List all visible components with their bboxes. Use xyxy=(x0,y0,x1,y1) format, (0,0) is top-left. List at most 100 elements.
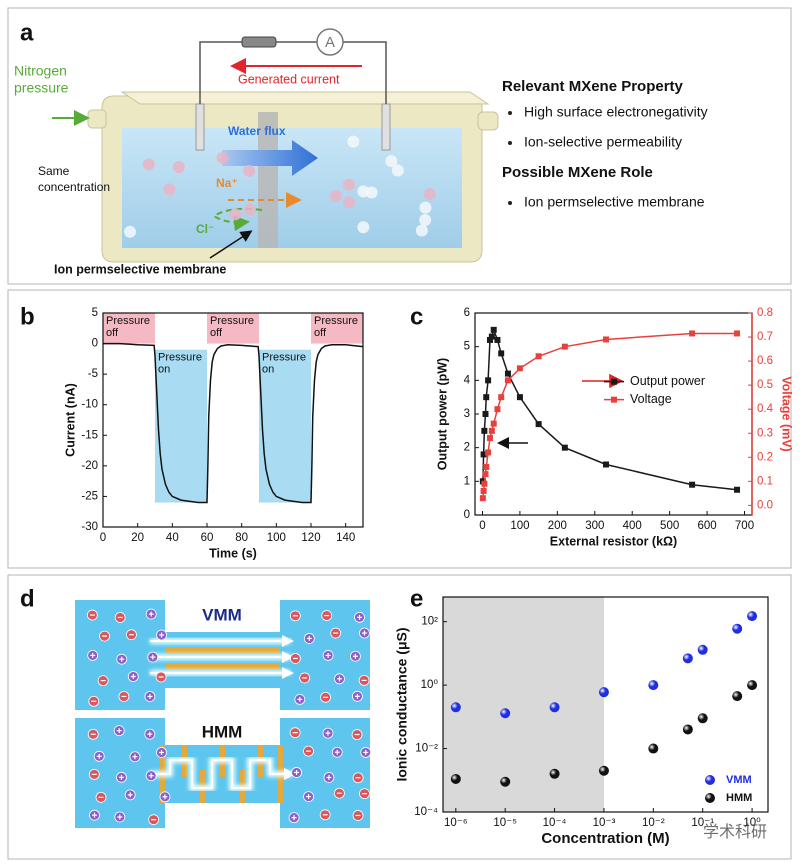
x-tick-label: 10⁻² xyxy=(642,817,665,829)
nitrogen-label: Nitrogen xyxy=(14,63,67,79)
y2-tick-label: 0.0 xyxy=(757,499,773,511)
property-heading: Relevant MXene Property xyxy=(502,78,684,95)
region-label: Pressure xyxy=(106,315,150,327)
y2-axis-label: Voltage (mV) xyxy=(780,376,794,451)
data-line xyxy=(482,327,738,491)
data-point xyxy=(480,487,487,494)
y2-tick-label: 0.1 xyxy=(757,475,773,487)
data-point xyxy=(486,336,493,343)
data-point xyxy=(494,336,501,343)
data-point xyxy=(488,333,495,340)
x-axis-label: External resistor (kΩ) xyxy=(550,534,677,548)
bullet xyxy=(508,201,512,205)
data-point xyxy=(450,773,461,784)
panel-label: c xyxy=(410,303,423,330)
data-point xyxy=(498,350,505,357)
bullet xyxy=(508,141,512,145)
wire xyxy=(199,41,387,104)
x-axis-label: Time (s) xyxy=(209,546,257,560)
data-point xyxy=(732,623,743,634)
ions xyxy=(86,608,372,826)
data-point xyxy=(516,365,523,372)
x-tick-label: 120 xyxy=(301,532,320,544)
x-tick-label: 10⁻⁵ xyxy=(493,817,517,829)
data-point xyxy=(450,702,461,713)
y2-tick-label: 0.6 xyxy=(757,355,773,367)
legend-label: VMM xyxy=(726,774,752,786)
y-tick-label: -10 xyxy=(81,399,98,411)
x-tick-label: 600 xyxy=(697,520,716,532)
nanosheet xyxy=(165,648,280,653)
x-tick-label: 80 xyxy=(235,532,248,544)
region-label: Pressure xyxy=(262,352,306,364)
y2-tick-label: 0.2 xyxy=(757,451,773,463)
y-tick-label: -25 xyxy=(81,490,98,502)
sodium-label: Na⁺ xyxy=(216,176,238,190)
plot-frame xyxy=(102,312,364,528)
role: Ion permselective membrane xyxy=(524,194,705,210)
y-tick-label: 5 xyxy=(92,307,98,319)
data-point xyxy=(689,330,696,337)
y-tick-label: 10⁻⁴ xyxy=(414,806,438,818)
x-tick-label: 10⁰ xyxy=(743,817,761,829)
ion xyxy=(419,213,432,226)
ion xyxy=(330,190,343,203)
x-tick-label: 40 xyxy=(166,532,179,544)
y-tick-label: 2 xyxy=(464,442,470,454)
x-tick-label: 0 xyxy=(100,532,106,544)
ammeter-label: A xyxy=(325,34,335,51)
y-tick-label: 0 xyxy=(92,338,98,350)
chloride-label: Cl⁻ xyxy=(196,222,214,236)
y-tick-label: 0 xyxy=(464,509,470,521)
ion-path xyxy=(150,635,294,679)
x-tick-label: 200 xyxy=(548,520,567,532)
water-flux-label: Water flux xyxy=(228,124,286,138)
panel-label: d xyxy=(20,585,35,612)
hmm-label: HMM xyxy=(202,722,243,741)
y-tick-label: 10⁻² xyxy=(415,743,438,755)
x-tick-label: 300 xyxy=(585,520,604,532)
y-tick-label: -20 xyxy=(81,460,98,472)
x-tick-label: 10⁻³ xyxy=(593,817,616,829)
ion xyxy=(243,203,256,216)
ion xyxy=(365,186,378,199)
y2-tick-label: 0.3 xyxy=(757,427,773,439)
data-point xyxy=(734,330,741,337)
data-point xyxy=(485,377,492,384)
data-point xyxy=(485,449,492,456)
y-axis-label: Current (nA) xyxy=(63,383,77,457)
membrane xyxy=(258,112,278,248)
ion xyxy=(419,201,432,214)
data-point xyxy=(504,377,511,384)
region-label: Pressure xyxy=(314,315,358,327)
x-axis-label: Concentration (M) xyxy=(541,830,669,847)
data-point xyxy=(747,680,758,691)
legend-label: HMM xyxy=(726,792,752,804)
data-point xyxy=(535,421,542,428)
ion xyxy=(229,208,242,221)
data-point xyxy=(494,406,501,413)
data-point xyxy=(483,463,490,470)
ion xyxy=(172,160,185,173)
data-point xyxy=(486,435,493,442)
data-point xyxy=(535,353,542,360)
shaded-region xyxy=(443,597,604,812)
legend-marker xyxy=(705,775,715,785)
data-point xyxy=(732,691,743,702)
region xyxy=(103,313,155,344)
ion xyxy=(243,164,256,177)
vmm-label: VMM xyxy=(202,605,242,624)
data-point xyxy=(500,776,511,787)
data-point xyxy=(498,394,505,401)
y-tick-label: -30 xyxy=(81,521,98,533)
data-point xyxy=(549,768,560,779)
chloride-arrow xyxy=(212,207,263,232)
region-label: off xyxy=(210,327,223,339)
data-point xyxy=(504,370,511,377)
y-tick-label: -5 xyxy=(88,368,98,380)
ion xyxy=(357,221,370,234)
y2-tick-label: 0.7 xyxy=(757,331,773,343)
data-point xyxy=(490,420,497,427)
data-line xyxy=(103,342,364,504)
